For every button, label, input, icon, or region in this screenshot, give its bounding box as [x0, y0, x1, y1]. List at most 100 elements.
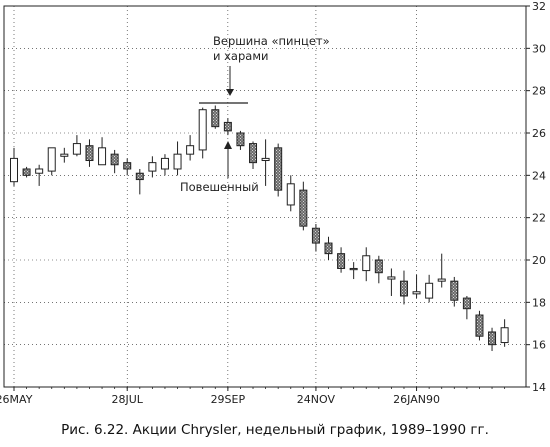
candle: [47, 147, 56, 176]
y-tick-label: 30: [532, 42, 546, 55]
annotations: Вершина «пинцет» и харами Повешенный: [180, 34, 330, 194]
candle-body-dark: [399, 280, 408, 297]
y-tick-label: 20: [532, 254, 546, 267]
candle: [22, 166, 31, 178]
candle-body-dark: [236, 132, 245, 147]
candle: [211, 105, 220, 129]
candle-body-dark: [450, 280, 459, 301]
candle: [72, 135, 81, 157]
y-tick-label: 26: [532, 127, 546, 140]
candle: [387, 268, 396, 296]
candle: [85, 139, 94, 167]
candle: [35, 164, 44, 186]
y-tick-label: 14: [532, 381, 546, 394]
candle: [462, 295, 471, 320]
y-tick-label: 24: [532, 169, 546, 182]
candle-body-light: [186, 145, 195, 155]
candle: [261, 139, 270, 186]
candle: [362, 247, 371, 282]
candle-body-dark: [22, 168, 31, 176]
x-tick-label: 28JUL: [112, 393, 144, 406]
candle-body-dark: [274, 147, 283, 191]
candle: [425, 274, 434, 303]
candle: [98, 137, 107, 166]
candle: [186, 135, 195, 161]
candle-body-light: [261, 157, 270, 162]
candle: [249, 141, 258, 169]
candle-body-light: [173, 153, 182, 170]
candle-body-light: [72, 143, 81, 155]
tweezer-arrow-head: [226, 89, 234, 96]
plot-frame: [3, 5, 527, 388]
y-tick-label: 28: [532, 85, 546, 98]
candle-body-dark: [123, 162, 132, 170]
candle-body-light: [500, 327, 509, 344]
candle-body-dark: [249, 143, 258, 164]
y-tick-label: 18: [532, 296, 546, 309]
candle: [324, 236, 333, 260]
figure-caption: Рис. 6.22. Акции Chrysler, недельный гра…: [61, 422, 489, 438]
candle-body-dark: [85, 145, 94, 162]
y-tick-label: 32: [532, 0, 546, 13]
y-tick-label: 16: [532, 339, 546, 352]
candle-body-light: [35, 168, 44, 174]
y-tick-label: 22: [532, 212, 546, 225]
candle: [236, 130, 245, 150]
hanging-man-arrow-head: [224, 141, 232, 149]
candle-body-dark: [488, 331, 497, 346]
candle-body-light: [148, 162, 157, 172]
candle: [60, 147, 69, 163]
candle: [198, 107, 207, 159]
candle: [412, 274, 421, 299]
candle-body-dark: [311, 227, 320, 244]
candle-body-light: [198, 109, 207, 151]
candle-body-light: [437, 278, 446, 282]
x-tick-label: 26JAN90: [393, 393, 440, 406]
candle: [110, 149, 119, 174]
candle-body-light: [98, 147, 107, 166]
candle: [337, 247, 346, 273]
candle: [274, 143, 283, 197]
candle-body-light: [60, 153, 69, 157]
candle: [123, 158, 132, 176]
candle: [173, 141, 182, 176]
candle-body-light: [160, 157, 169, 170]
candle-body-dark: [110, 153, 119, 166]
candle-body-light: [387, 276, 396, 280]
y-axis: 14 16 18 20 22 24 26 28 30 32: [526, 0, 546, 394]
candle: [399, 270, 408, 305]
candle-body-light: [10, 157, 18, 183]
candle-body-dark: [462, 297, 471, 310]
candle: [299, 181, 308, 231]
candle: [437, 253, 446, 288]
annotation-hanging-man: Повешенный: [180, 180, 259, 194]
candle-body-light: [425, 282, 434, 299]
candle: [374, 255, 383, 284]
candle-body-light: [412, 291, 421, 295]
candle-body-dark: [211, 109, 220, 128]
candle-body-dark: [475, 314, 484, 337]
candle-body-dark: [324, 242, 333, 255]
candle-body-light: [362, 255, 371, 272]
candle: [349, 262, 358, 280]
candle: [286, 175, 295, 212]
candle: [311, 224, 320, 252]
candle: [500, 319, 509, 347]
candle: [148, 156, 157, 178]
candle-body-light: [47, 147, 56, 172]
x-tick-label: 29SEP: [211, 393, 246, 406]
candle: [223, 118, 232, 136]
candle-body-dark: [337, 253, 346, 269]
candle-body-light: [286, 183, 295, 206]
candle: [450, 276, 459, 307]
candle-body-dark: [299, 189, 308, 227]
candle-body-dark: [374, 259, 383, 274]
x-tick-label: 24NOV: [297, 393, 336, 406]
grid-lines: [4, 6, 526, 387]
candle-body-light: [349, 267, 358, 271]
candle: [160, 154, 169, 176]
candles: [10, 105, 509, 352]
